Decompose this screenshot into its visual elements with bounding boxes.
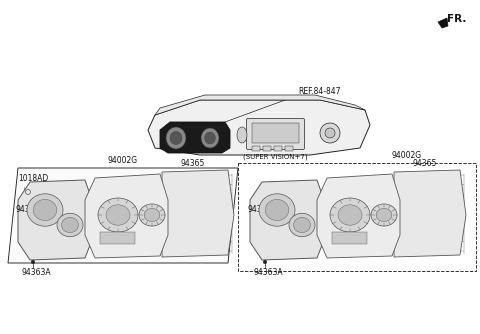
Ellipse shape	[259, 194, 295, 226]
Ellipse shape	[144, 208, 160, 222]
Ellipse shape	[139, 204, 165, 226]
Text: 94365: 94365	[181, 159, 205, 168]
Polygon shape	[85, 174, 168, 258]
Ellipse shape	[98, 198, 138, 232]
Polygon shape	[8, 168, 238, 263]
Text: 94002G: 94002G	[108, 156, 138, 165]
Ellipse shape	[294, 217, 311, 232]
Ellipse shape	[289, 213, 315, 237]
Bar	[238, 163, 476, 271]
Bar	[274, 146, 282, 151]
Bar	[100, 232, 135, 244]
Ellipse shape	[57, 213, 83, 237]
Ellipse shape	[33, 199, 57, 220]
Polygon shape	[148, 100, 370, 155]
Polygon shape	[162, 170, 234, 257]
Text: 94002G: 94002G	[392, 151, 422, 160]
Circle shape	[320, 123, 340, 143]
Ellipse shape	[27, 194, 63, 226]
Ellipse shape	[204, 132, 216, 144]
Polygon shape	[250, 180, 324, 260]
Ellipse shape	[201, 128, 219, 148]
Ellipse shape	[170, 131, 182, 145]
Polygon shape	[18, 180, 92, 260]
Text: 94363A: 94363A	[254, 268, 284, 277]
Text: 1018AD: 1018AD	[18, 174, 48, 183]
Text: 94370A: 94370A	[248, 205, 277, 214]
Circle shape	[263, 260, 267, 264]
Polygon shape	[317, 174, 400, 258]
FancyBboxPatch shape	[247, 119, 304, 150]
Ellipse shape	[338, 205, 362, 225]
Text: REF.84-847: REF.84-847	[298, 87, 340, 96]
Ellipse shape	[237, 127, 247, 143]
Bar	[263, 146, 271, 151]
Polygon shape	[438, 18, 448, 28]
Bar	[285, 146, 293, 151]
Bar	[252, 146, 260, 151]
Bar	[252, 123, 299, 143]
Text: 94363A: 94363A	[22, 268, 52, 277]
Polygon shape	[155, 95, 365, 115]
Ellipse shape	[371, 204, 397, 226]
Polygon shape	[160, 122, 230, 153]
Ellipse shape	[265, 199, 288, 220]
Circle shape	[325, 128, 335, 138]
Ellipse shape	[166, 127, 186, 149]
Text: 94365: 94365	[413, 159, 437, 168]
Text: 94370A: 94370A	[16, 205, 46, 214]
Ellipse shape	[106, 205, 130, 225]
Polygon shape	[394, 170, 466, 257]
Bar	[332, 232, 367, 244]
Ellipse shape	[376, 208, 392, 222]
Text: FR.: FR.	[447, 14, 467, 24]
Ellipse shape	[330, 198, 370, 232]
Ellipse shape	[61, 217, 78, 232]
Circle shape	[31, 260, 35, 264]
Text: (SUPER VISION+7): (SUPER VISION+7)	[243, 154, 308, 160]
